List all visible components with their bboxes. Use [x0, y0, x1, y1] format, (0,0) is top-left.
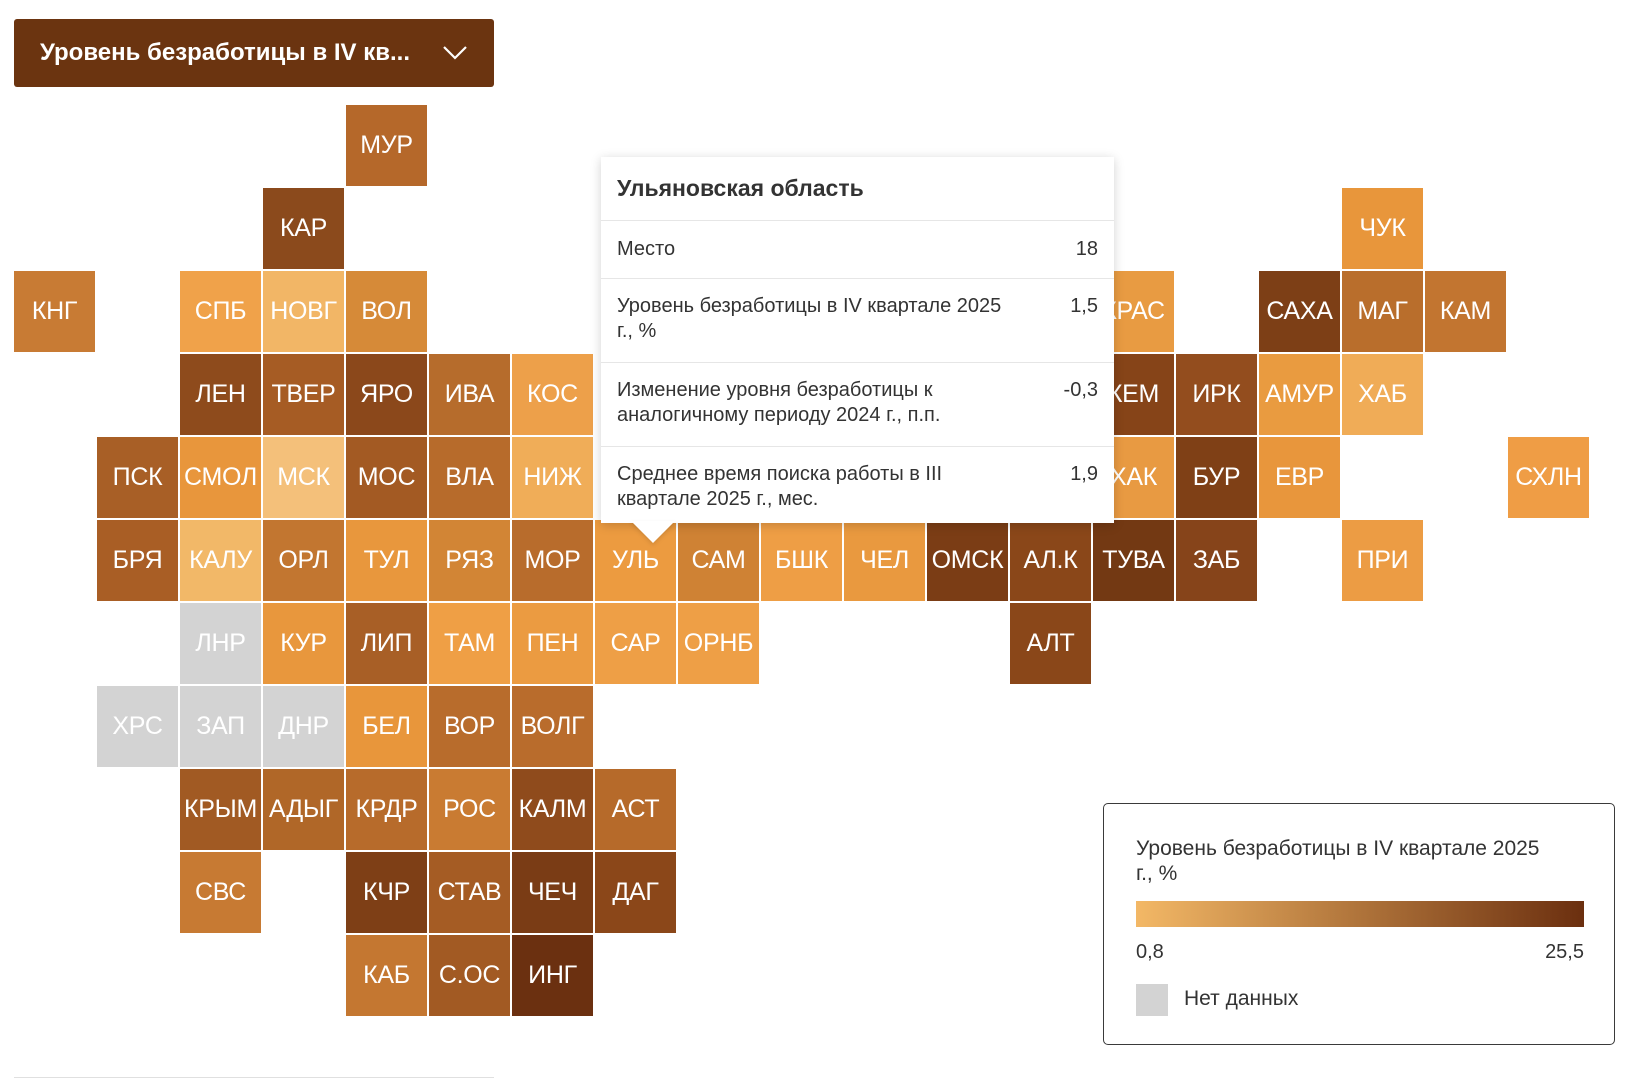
region-tile[interactable]: КАЛУ — [180, 520, 261, 601]
region-tile[interactable]: МАГ — [1342, 271, 1423, 352]
region-tile[interactable]: СПБ — [180, 271, 261, 352]
region-tile[interactable]: ИВА — [429, 354, 510, 435]
region-tile[interactable]: ДАГ — [595, 852, 676, 933]
tooltip-label: Место — [617, 238, 676, 260]
region-tile[interactable]: ТУЛ — [346, 520, 427, 601]
region-tile[interactable]: ЕВР — [1259, 437, 1340, 518]
region-tile[interactable]: СХЛН — [1508, 437, 1589, 518]
region-tile[interactable]: НОВГ — [263, 271, 344, 352]
region-tile[interactable]: ОРЛ — [263, 520, 344, 601]
legend-title: Уровень безработицы в IV квартале 2025 г… — [1136, 837, 1540, 885]
region-tile[interactable]: РОС — [429, 769, 510, 850]
tooltip-row-unemployment: Уровень безработицы в IV квартале 2025 г… — [601, 279, 1114, 363]
region-tile[interactable]: БУР — [1176, 437, 1257, 518]
legend-gradient-bar — [1136, 901, 1584, 927]
region-tile[interactable]: ВОЛГ — [512, 686, 593, 767]
region-tile[interactable]: КАБ — [346, 935, 427, 1016]
region-tooltip: Ульяновская область Место 18 Уровень без… — [601, 157, 1114, 523]
tooltip-row-rank: Место 18 — [601, 221, 1114, 279]
region-tile[interactable]: ВОР — [429, 686, 510, 767]
region-tile[interactable]: ПРИ — [1342, 520, 1423, 601]
region-tile[interactable]: ТУВА — [1093, 520, 1174, 601]
region-tile[interactable]: ХАБ — [1342, 354, 1423, 435]
legend: Уровень безработицы в IV квартале 2025 г… — [1103, 803, 1615, 1045]
region-tile[interactable]: ЛНР — [180, 603, 261, 684]
region-tile[interactable]: САХА — [1259, 271, 1340, 352]
region-tile[interactable]: АЛ.К — [1010, 520, 1091, 601]
region-tile[interactable]: ИНГ — [512, 935, 593, 1016]
region-tile[interactable]: КАМ — [1425, 271, 1506, 352]
region-tile[interactable]: ИРК — [1176, 354, 1257, 435]
region-tile[interactable]: РЯЗ — [429, 520, 510, 601]
legend-max-value: 25,5 — [1545, 941, 1584, 963]
region-tile[interactable]: БШК — [761, 520, 842, 601]
tooltip-label: Среднее время поиска работы в III кварта… — [617, 463, 943, 510]
region-tile[interactable]: КУР — [263, 603, 344, 684]
region-tile[interactable]: САМ — [678, 520, 759, 601]
divider — [14, 1077, 494, 1078]
region-tile[interactable]: АДЫГ — [263, 769, 344, 850]
region-tile[interactable]: САР — [595, 603, 676, 684]
indicator-dropdown-label: Уровень безработицы в IV кв... — [40, 39, 410, 66]
region-tile[interactable]: МСК — [263, 437, 344, 518]
region-tile[interactable]: ТАМ — [429, 603, 510, 684]
region-tile[interactable]: МУР — [346, 105, 427, 186]
tooltip-row-change: Изменение уровня безработицы к аналогичн… — [601, 363, 1114, 447]
tooltip-row-search-time: Среднее время поиска работы в III кварта… — [601, 447, 1114, 523]
region-tile[interactable]: КОС — [512, 354, 593, 435]
tooltip-label: Изменение уровня безработицы к аналогичн… — [617, 379, 941, 426]
region-tile[interactable]: КРДР — [346, 769, 427, 850]
region-tile[interactable]: ВЛА — [429, 437, 510, 518]
legend-min-value: 0,8 — [1136, 941, 1164, 963]
region-tile[interactable]: КАЛМ — [512, 769, 593, 850]
region-tile[interactable]: ПЕН — [512, 603, 593, 684]
region-tile[interactable]: С.ОС — [429, 935, 510, 1016]
region-tile[interactable]: ОМСК — [927, 520, 1008, 601]
region-tile[interactable]: ДНР — [263, 686, 344, 767]
region-tile[interactable]: БЕЛ — [346, 686, 427, 767]
tooltip-label: Уровень безработицы в IV квартале 2025 г… — [617, 295, 1002, 342]
region-tile[interactable]: АЛТ — [1010, 603, 1091, 684]
region-tile[interactable]: ХРС — [97, 686, 178, 767]
region-tile[interactable]: ПСК — [97, 437, 178, 518]
region-tile[interactable]: КЧР — [346, 852, 427, 933]
region-tile[interactable]: ЧЕЧ — [512, 852, 593, 933]
region-tile[interactable]: КАР — [263, 188, 344, 269]
region-tile[interactable]: АСТ — [595, 769, 676, 850]
region-tile[interactable]: ЗАБ — [1176, 520, 1257, 601]
tooltip-value: 1,9 — [1070, 463, 1098, 485]
region-tile[interactable]: ЯРО — [346, 354, 427, 435]
tooltip-pointer — [631, 521, 675, 543]
region-tile[interactable]: ЛИП — [346, 603, 427, 684]
region-tile[interactable]: ВОЛ — [346, 271, 427, 352]
region-tile[interactable]: ЗАП — [180, 686, 261, 767]
tooltip-title: Ульяновская область — [601, 157, 1114, 221]
region-tile[interactable]: АМУР — [1259, 354, 1340, 435]
tooltip-value: 18 — [1075, 238, 1098, 260]
region-tile[interactable]: МОР — [512, 520, 593, 601]
region-tile[interactable]: КНГ — [14, 271, 95, 352]
region-tile[interactable]: ОРНБ — [678, 603, 759, 684]
indicator-dropdown[interactable]: Уровень безработицы в IV кв... — [14, 19, 494, 87]
region-tile[interactable]: НИЖ — [512, 437, 593, 518]
region-tile[interactable]: СМОЛ — [180, 437, 261, 518]
region-tile[interactable]: ЧЕЛ — [844, 520, 925, 601]
region-tile[interactable]: СТАВ — [429, 852, 510, 933]
chevron-down-icon[interactable] — [442, 40, 468, 66]
region-tile[interactable]: МОС — [346, 437, 427, 518]
region-tile[interactable]: БРЯ — [97, 520, 178, 601]
region-tile[interactable]: КРЫМ — [180, 769, 261, 850]
region-tile[interactable]: СВС — [180, 852, 261, 933]
legend-no-data-swatch — [1136, 984, 1168, 1016]
region-tile[interactable]: ЛЕН — [180, 354, 261, 435]
tooltip-value: 1,5 — [1070, 295, 1098, 317]
region-tile[interactable]: ЧУК — [1342, 188, 1423, 269]
tooltip-value: -0,3 — [1063, 379, 1098, 401]
region-tile[interactable]: ТВЕР — [263, 354, 344, 435]
legend-no-data-label: Нет данных — [1184, 987, 1299, 1010]
